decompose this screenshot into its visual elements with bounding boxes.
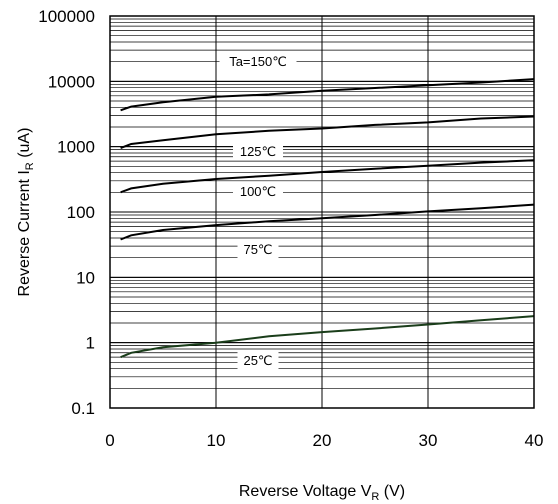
series-label: 100℃ <box>240 184 276 199</box>
x-tick-label: 0 <box>105 431 114 450</box>
x-tick-label: 40 <box>525 431 544 450</box>
y-tick-label: 0.1 <box>71 399 95 418</box>
series-line <box>120 159 535 194</box>
series-labels: Ta=150℃ 125℃ 100℃ 75℃ 25℃ <box>219 52 297 369</box>
series-line <box>120 115 535 150</box>
series-label-bg <box>219 52 297 70</box>
y-tick-label: 1000 <box>57 138 95 157</box>
y-tick-label: 100 <box>67 203 95 222</box>
series-label-bg <box>237 240 279 258</box>
y-tick-label: 10000 <box>48 72 95 91</box>
series-label: 75℃ <box>243 242 272 257</box>
series-label: 25℃ <box>243 353 272 368</box>
x-tick-label: 10 <box>207 431 226 450</box>
series-label-bg <box>233 142 283 160</box>
x-axis-label-unit: (V) <box>379 483 405 500</box>
x-axis-label-sub: R <box>371 491 379 503</box>
series-label-bg <box>233 182 283 200</box>
y-tick-label: 10 <box>76 268 95 287</box>
x-tick-label: 30 <box>419 431 438 450</box>
series-line <box>120 78 535 112</box>
series-line <box>120 315 535 359</box>
plot-frame <box>109 15 535 409</box>
series-label: 125℃ <box>240 144 276 159</box>
x-tick-labels: 0 10 20 30 40 <box>105 431 543 450</box>
y-tick-label: 100000 <box>38 7 95 26</box>
series-line <box>120 203 535 241</box>
y-tick-label: 1 <box>86 334 95 353</box>
x-axis-label-main: Reverse Voltage V <box>239 483 372 500</box>
x-tick-label: 20 <box>313 431 332 450</box>
y-axis-label-main: Reverse Current I <box>16 170 33 296</box>
series-label-bg <box>237 351 279 369</box>
series-label: Ta=150℃ <box>229 54 287 69</box>
y-axis-label-sub: R <box>24 162 36 170</box>
y-tick-labels: 0.1 1 10 100 1000 10000 100000 <box>38 7 95 418</box>
y-axis-label: Reverse Current IR (uA) <box>16 128 36 297</box>
y-axis-label-unit: (uA) <box>16 128 33 163</box>
series-lines <box>120 78 535 359</box>
x-axis-label: Reverse Voltage VR (V) <box>239 483 405 503</box>
